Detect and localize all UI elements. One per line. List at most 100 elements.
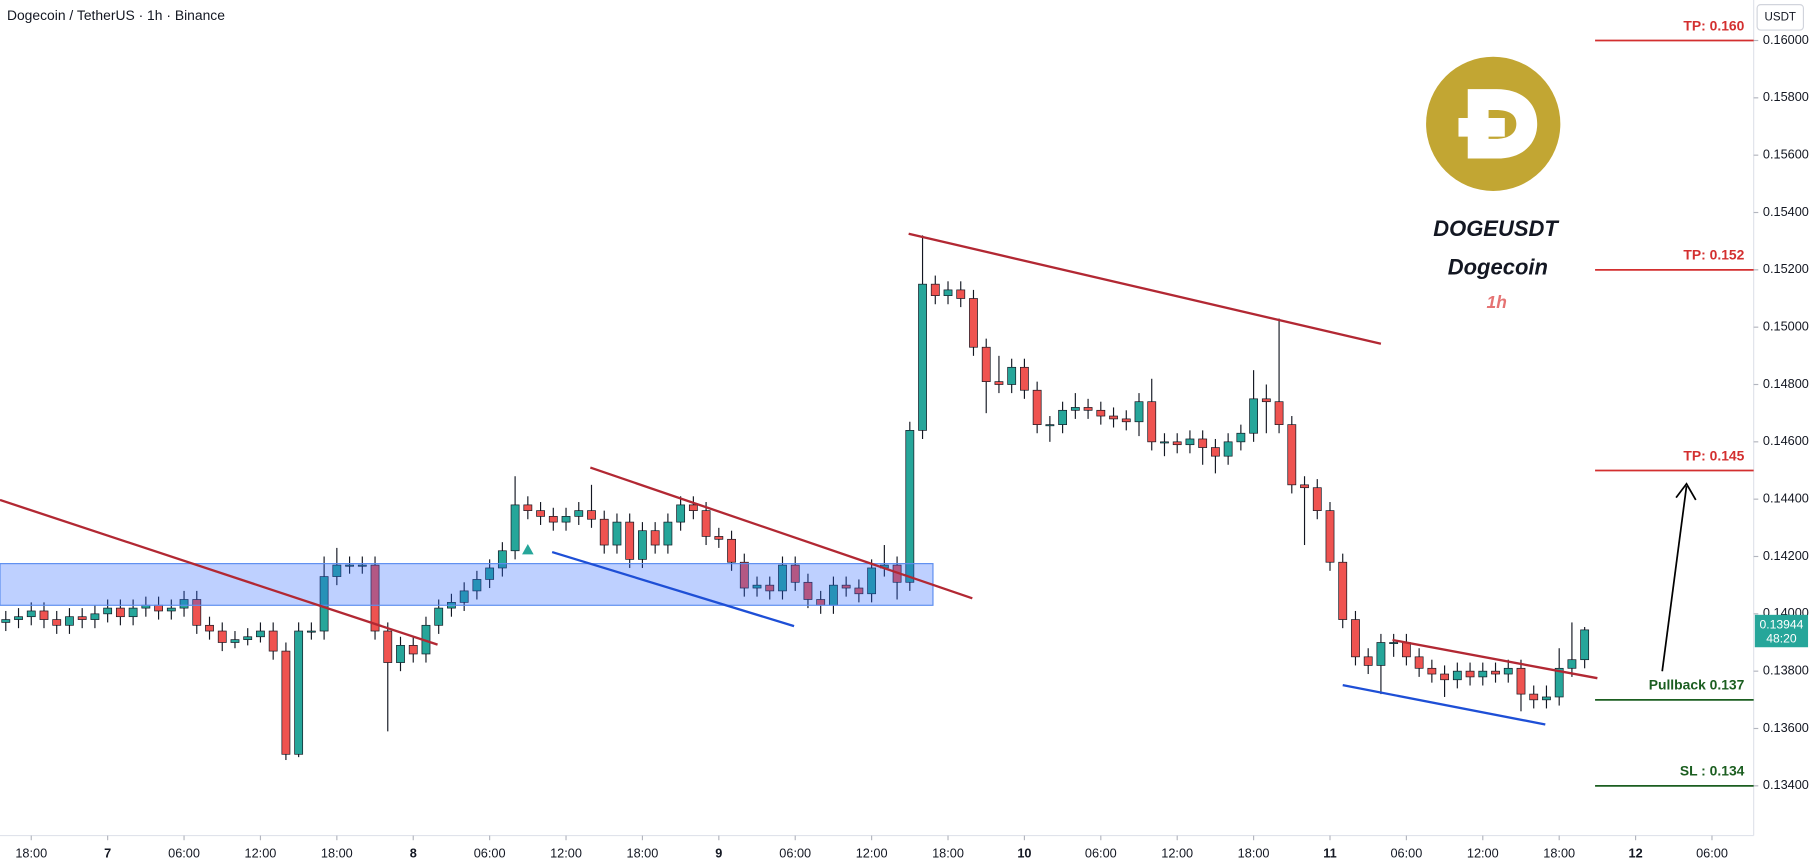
x-tick-label: 8 [410, 845, 417, 860]
candle-body [217, 630, 227, 643]
candle-body [612, 521, 622, 546]
coin-name: Dogecoin [1448, 254, 1548, 279]
candle-body [1325, 510, 1335, 563]
candle-body [918, 283, 927, 431]
x-tick-label: 12:00 [550, 845, 582, 860]
x-tick-label: 06:00 [779, 845, 811, 860]
candle-body [1338, 561, 1348, 620]
x-tick-label: 18:00 [627, 845, 659, 860]
candle-body [396, 645, 405, 663]
candle-body [154, 604, 163, 612]
candle-body [166, 607, 176, 612]
candle-body [701, 510, 711, 537]
x-tick-label: 06:00 [1390, 845, 1422, 860]
level-label: SL : 0.134 [1680, 763, 1745, 779]
candle-body [26, 610, 36, 618]
candle-body [523, 504, 533, 511]
x-tick-label: 18:00 [15, 845, 47, 860]
candle-body [1249, 398, 1258, 434]
candle-body [179, 599, 189, 609]
candle-body [1083, 407, 1093, 411]
candle-body [1032, 389, 1042, 425]
candle-body [1134, 401, 1144, 423]
candle-body [1096, 409, 1106, 417]
x-tick-label: 10 [1017, 845, 1031, 860]
trendline [0, 498, 438, 646]
y-tick-label: 0.13800 [1763, 663, 1809, 678]
x-tick-label: 12:00 [245, 845, 277, 860]
candle-body [77, 616, 87, 620]
candle-body [52, 619, 62, 626]
y-tick-label: 0.15800 [1763, 89, 1809, 104]
candle-body [1351, 619, 1360, 658]
candle-body [599, 518, 609, 546]
x-tick-label: 18:00 [932, 845, 964, 860]
y-tick-label: 0.14200 [1763, 548, 1809, 563]
candle-body [383, 630, 393, 663]
candle-body [1567, 659, 1577, 669]
candle-body [1491, 670, 1500, 675]
signal-marker [522, 543, 534, 555]
candle-body [1172, 441, 1182, 446]
candle-body [803, 581, 813, 600]
y-tick-label: 0.15600 [1763, 147, 1809, 162]
candle-body [39, 610, 49, 620]
currency: USDT [1765, 11, 1796, 23]
candle-body [994, 381, 1004, 385]
candle-body [739, 561, 749, 589]
candle-body [319, 576, 329, 632]
candle-body [841, 584, 851, 589]
candle-body [485, 567, 495, 580]
candle-body [1503, 667, 1513, 675]
candle-body [1401, 642, 1411, 658]
candle-body [1211, 447, 1220, 457]
candle-body [778, 564, 787, 592]
last-price-box [1754, 614, 1809, 648]
y-tick-label: 0.15400 [1763, 204, 1809, 219]
y-tick-label: 0.13600 [1763, 720, 1809, 735]
candle-body [1452, 670, 1462, 681]
candle-body [752, 584, 762, 589]
candle-body [854, 587, 864, 595]
trendline [551, 550, 795, 628]
candle-body [1516, 667, 1526, 695]
candle-body [1440, 673, 1449, 681]
x-tick-label: 12 [1629, 845, 1643, 860]
trendline [1342, 684, 1546, 726]
candle-body [981, 346, 991, 382]
candle-body [1147, 401, 1157, 443]
level-label: Pullback 0.137 [1649, 677, 1745, 693]
candle-body [1020, 366, 1029, 391]
x-tick-label: 12:00 [856, 845, 888, 860]
candle-body [510, 504, 520, 552]
candle-body [714, 536, 724, 540]
candle-body [434, 607, 444, 626]
candle-body [243, 636, 253, 640]
candle-body [1109, 415, 1118, 420]
candle-body [1529, 693, 1539, 701]
candle-body [268, 630, 278, 652]
candle-body [561, 516, 571, 523]
candle-body [1160, 441, 1169, 444]
candle-body [790, 564, 800, 583]
y-tick-label: 0.15200 [1763, 261, 1809, 276]
x-tick-label: 12:00 [1161, 845, 1193, 860]
level-label: TP: 0.160 [1683, 17, 1744, 33]
interval: 1h [1487, 292, 1507, 312]
candle-body [688, 504, 698, 511]
level-label: TP: 0.145 [1683, 447, 1744, 463]
level-label: TP: 0.152 [1683, 247, 1744, 263]
x-tick-label: 18:00 [1543, 845, 1575, 860]
candle-body [969, 298, 978, 348]
candle-body [294, 630, 304, 755]
trendline [589, 466, 973, 600]
logo [1426, 56, 1561, 191]
currency-badge[interactable] [1756, 4, 1805, 31]
candles [1, 235, 1590, 761]
candle-body [230, 639, 240, 643]
candle-body [90, 613, 100, 620]
candle-body [1236, 432, 1246, 443]
candle-body [1070, 407, 1080, 411]
candle-body [115, 607, 125, 618]
candle-body [1414, 656, 1424, 669]
